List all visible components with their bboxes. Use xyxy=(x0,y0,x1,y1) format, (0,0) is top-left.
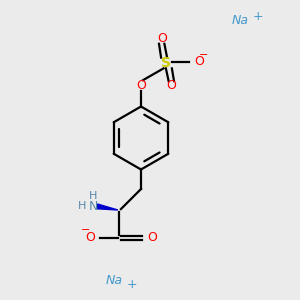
Text: O: O xyxy=(147,231,157,244)
Text: O: O xyxy=(157,32,167,46)
Text: O: O xyxy=(85,231,95,244)
Text: Na: Na xyxy=(232,14,248,28)
Text: Na: Na xyxy=(106,274,122,287)
Text: −: − xyxy=(199,50,209,60)
Text: +: + xyxy=(127,278,137,292)
Text: H: H xyxy=(78,201,86,212)
Text: S: S xyxy=(161,56,172,70)
Text: N: N xyxy=(88,200,98,213)
Polygon shape xyxy=(98,204,118,210)
Text: O: O xyxy=(136,79,146,92)
Text: O: O xyxy=(194,55,204,68)
Text: H: H xyxy=(89,190,98,201)
Text: +: + xyxy=(253,10,263,23)
Text: −: − xyxy=(81,225,90,235)
Text: O: O xyxy=(166,79,176,92)
